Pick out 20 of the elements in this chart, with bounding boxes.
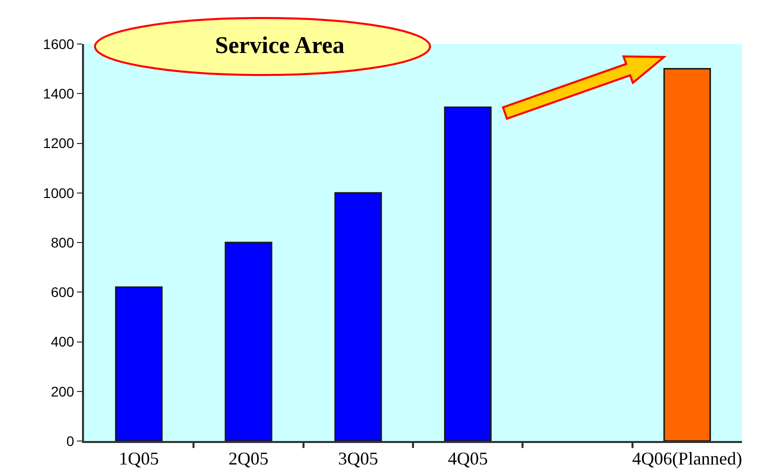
x-tick-label: 4Q05 <box>448 448 488 469</box>
y-tick-label: 0 <box>66 432 74 449</box>
x-tick-label: 1Q05 <box>118 448 159 469</box>
x-tick-label: 3Q05 <box>338 448 378 469</box>
y-tick-label: 200 <box>50 383 74 400</box>
x-tick-label: 4Q06(Planned) <box>632 448 742 469</box>
bar <box>444 106 492 441</box>
y-tick-label: 1400 <box>43 86 74 102</box>
bar <box>334 192 382 441</box>
bar <box>224 242 272 441</box>
y-tick-label: 400 <box>50 334 74 350</box>
bar <box>115 286 163 441</box>
y-tick-label: 1200 <box>43 135 74 152</box>
chart-title: Service Area <box>215 33 345 59</box>
x-tick-label: 2Q05 <box>228 448 268 469</box>
y-tick-label: 1600 <box>43 36 74 52</box>
y-tick-label: 1000 <box>43 184 74 201</box>
y-tick-label: 600 <box>50 284 74 300</box>
bar <box>663 68 711 441</box>
y-tick-label: 800 <box>50 234 74 250</box>
